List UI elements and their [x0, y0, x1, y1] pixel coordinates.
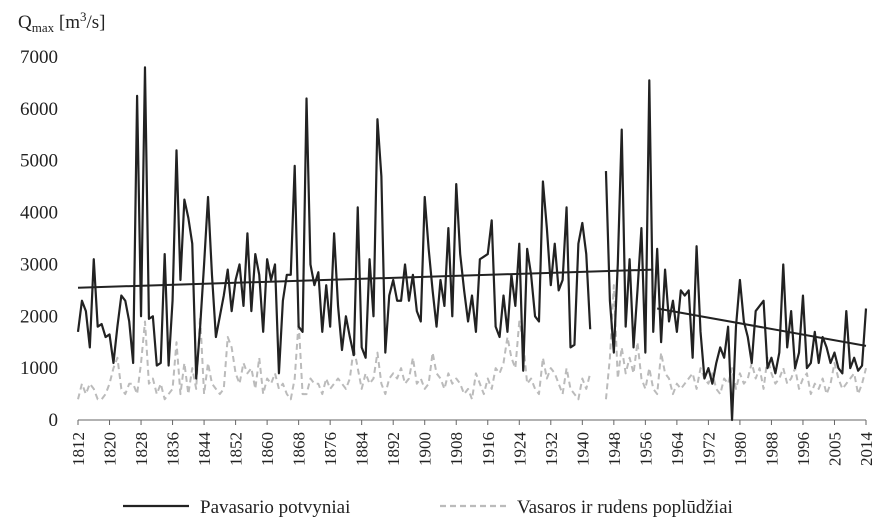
y-axis-label: Qmax [m3/s]	[18, 9, 105, 35]
data-line	[76, 66, 868, 422]
x-tick-label: 1820	[101, 432, 120, 466]
y-tick-label: 6000	[20, 99, 58, 120]
y-tick-label: 3000	[20, 254, 58, 275]
x-tick-label: 1828	[132, 432, 151, 466]
x-tick-label: 1948	[605, 432, 624, 466]
y-tick-label: 1000	[20, 358, 58, 379]
x-tick-label: 1972	[699, 432, 718, 466]
trend-line	[657, 307, 867, 347]
x-tick-label: 2014	[857, 432, 876, 467]
x-tick-label: 1956	[636, 432, 655, 466]
x-tick-label: 1908	[447, 432, 466, 466]
x-tick-label: 1988	[762, 432, 781, 466]
x-tick-label: 2005	[825, 432, 844, 466]
x-tick-label: 1852	[227, 432, 246, 466]
trend-line	[77, 268, 654, 289]
x-tick-label: 1964	[668, 432, 687, 467]
y-label-text: [m	[54, 12, 80, 33]
x-tick-label: 1900	[416, 432, 435, 466]
y-label-sup: 3	[80, 9, 87, 24]
y-tick-label: 2000	[20, 306, 58, 327]
y-tick-label: 7000	[20, 47, 58, 68]
y-tick-label: 4000	[20, 203, 58, 224]
x-tick-label: 1916	[479, 432, 498, 466]
y-label-end: /s]	[86, 12, 105, 33]
legend-label: Vasaros ir rudens poplūdžiai	[517, 497, 733, 518]
x-tick-label: 1892	[384, 432, 403, 466]
y-tick-label: 5000	[20, 151, 58, 172]
y-tick-label: 0	[49, 410, 59, 431]
x-tick-label: 1980	[731, 432, 750, 466]
x-tick-label: 1876	[321, 432, 340, 466]
data-line	[77, 284, 867, 401]
x-tick-label: 1940	[573, 432, 592, 466]
x-tick-label: 1932	[542, 432, 561, 466]
x-tick-label: 1860	[258, 432, 277, 466]
legend-label: Pavasario potvyniai	[200, 497, 350, 518]
x-tick-label: 1812	[69, 432, 88, 466]
x-tick-label: 1868	[290, 432, 309, 466]
y-label-sub: max	[32, 20, 55, 35]
x-tick-label: 1996	[794, 432, 813, 466]
x-tick-label: 1844	[195, 432, 214, 467]
x-tick-label: 1836	[164, 432, 183, 466]
y-label-base: Q	[18, 12, 32, 33]
x-tick-label: 1884	[353, 432, 372, 467]
x-tick-label: 1924	[510, 432, 529, 467]
